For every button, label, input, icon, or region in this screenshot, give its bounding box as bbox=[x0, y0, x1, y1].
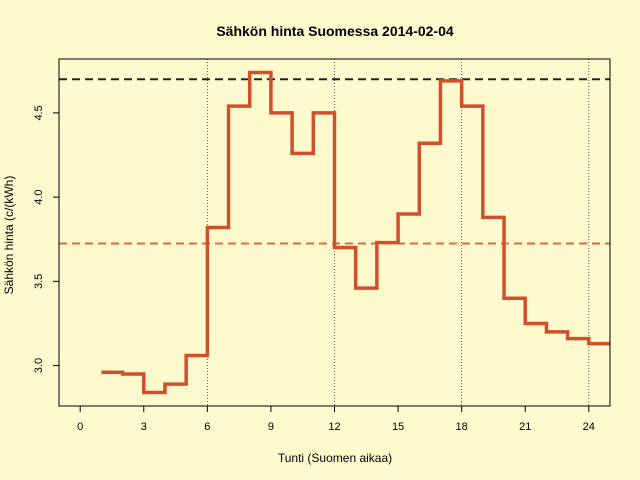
y-axis: 3.0 3.5 4.0 4.5 bbox=[33, 105, 60, 373]
x-tick-label: 6 bbox=[204, 421, 210, 433]
x-tick-label: 18 bbox=[456, 421, 468, 433]
y-tick-label: 4.5 bbox=[33, 105, 45, 120]
series-layer bbox=[101, 70, 610, 395]
x-tick-label: 24 bbox=[583, 421, 595, 433]
y-tick-label: 3.5 bbox=[33, 274, 45, 289]
x-axis: 0 3 6 9 12 15 18 21 24 bbox=[77, 405, 595, 433]
x-tick-label: 3 bbox=[141, 421, 147, 433]
y-tick-label: 4.0 bbox=[33, 189, 45, 204]
x-tick-label: 12 bbox=[328, 421, 340, 433]
x-axis-label: Tunti (Suomen aikaa) bbox=[278, 451, 392, 465]
y-axis-label: Sähkön hinta (c/(kWh) bbox=[2, 176, 16, 295]
x-tick-label: 15 bbox=[392, 421, 404, 433]
y-tick-label: 3.0 bbox=[33, 358, 45, 373]
x-tick-label: 0 bbox=[77, 421, 83, 433]
chart-title: Sähkön hinta Suomessa 2014-02-04 bbox=[216, 23, 454, 39]
x-tick-label: 21 bbox=[519, 421, 531, 433]
x-tick-label: 9 bbox=[268, 421, 274, 433]
price-step-line bbox=[101, 70, 610, 395]
